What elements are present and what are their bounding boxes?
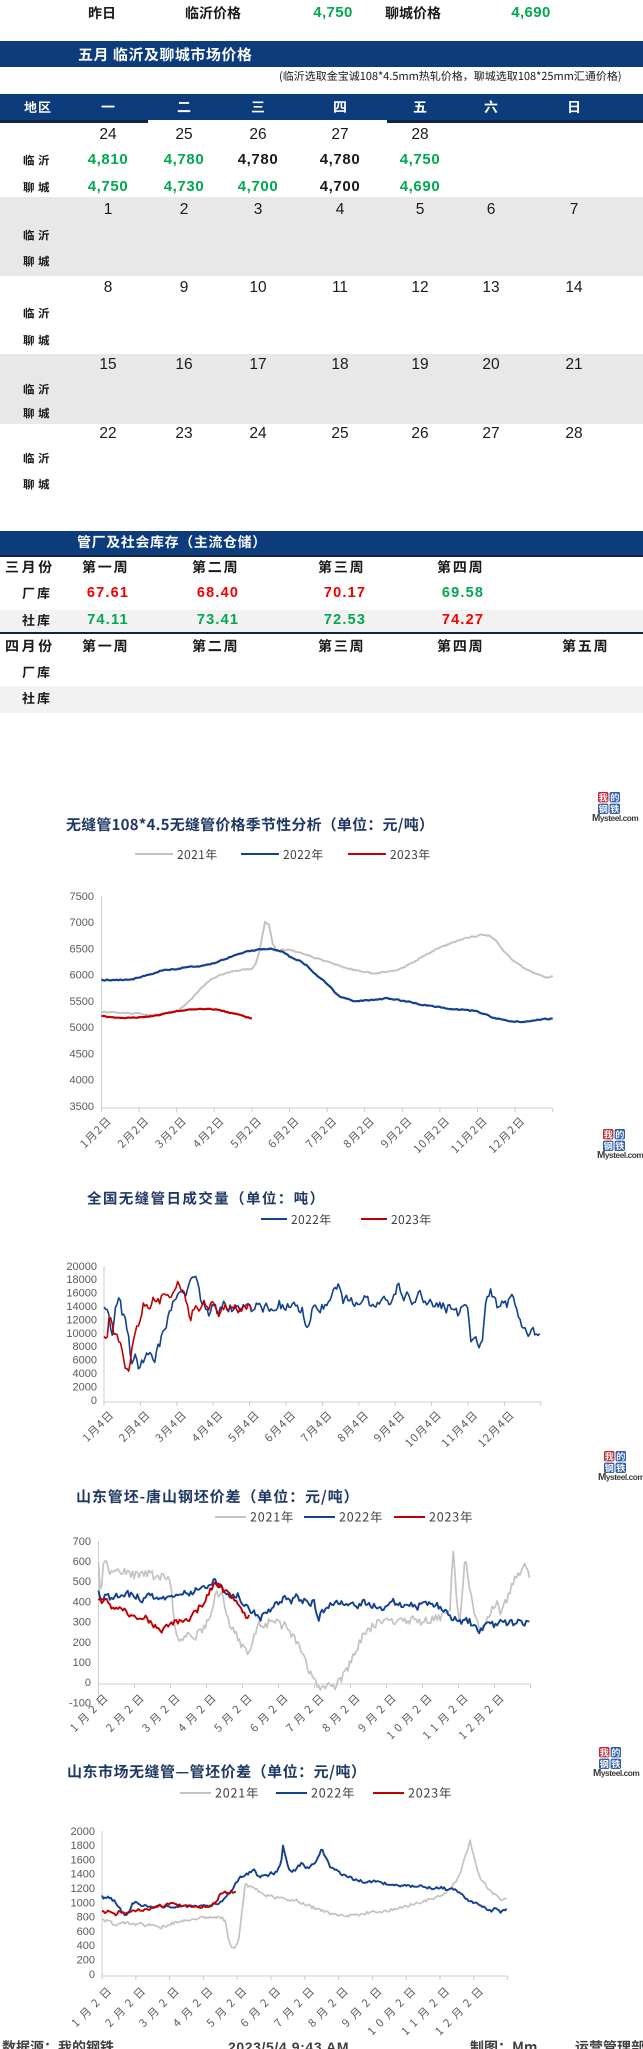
svg-text:400: 400 — [77, 1940, 95, 1952]
svg-text:16000: 16000 — [66, 1288, 97, 1300]
svg-text:5500: 5500 — [70, 996, 94, 1008]
svg-text:4000: 4000 — [73, 1368, 97, 1380]
svg-text:14000: 14000 — [66, 1301, 97, 1313]
svg-text:600: 600 — [73, 1556, 91, 1568]
svg-text:10000: 10000 — [66, 1328, 97, 1340]
svg-text:1400: 1400 — [71, 1869, 95, 1881]
svg-text:500: 500 — [73, 1576, 91, 1588]
svg-text:2000: 2000 — [71, 1826, 95, 1838]
svg-text:100: 100 — [73, 1657, 91, 1669]
svg-text:6000: 6000 — [70, 970, 94, 982]
svg-text:4000: 4000 — [70, 1075, 94, 1087]
svg-text:0: 0 — [91, 1395, 97, 1407]
svg-text:8000: 8000 — [73, 1341, 97, 1353]
svg-text:3500: 3500 — [70, 1101, 94, 1113]
svg-text:1000: 1000 — [71, 1897, 95, 1909]
svg-text:400: 400 — [73, 1596, 91, 1608]
svg-text:600: 600 — [77, 1926, 95, 1938]
svg-text:1200: 1200 — [71, 1883, 95, 1895]
svg-text:4500: 4500 — [70, 1048, 94, 1060]
svg-text:700: 700 — [73, 1536, 91, 1548]
svg-text:20000: 20000 — [66, 1261, 97, 1273]
svg-text:2000: 2000 — [73, 1381, 97, 1393]
svg-text:1600: 1600 — [71, 1854, 95, 1866]
svg-text:5000: 5000 — [70, 1022, 94, 1034]
svg-text:0: 0 — [85, 1677, 91, 1689]
svg-text:6000: 6000 — [73, 1355, 97, 1367]
svg-text:200: 200 — [73, 1637, 91, 1649]
svg-text:800: 800 — [77, 1912, 95, 1924]
svg-text:0: 0 — [89, 1969, 95, 1981]
svg-text:7500: 7500 — [70, 891, 94, 903]
svg-text:1800: 1800 — [71, 1840, 95, 1852]
svg-text:18000: 18000 — [66, 1274, 97, 1286]
svg-text:6500: 6500 — [70, 943, 94, 955]
svg-text:12000: 12000 — [66, 1314, 97, 1326]
svg-text:300: 300 — [73, 1617, 91, 1629]
svg-text:200: 200 — [77, 1955, 95, 1967]
svg-text:-100: -100 — [69, 1697, 91, 1709]
svg-text:7000: 7000 — [70, 917, 94, 929]
